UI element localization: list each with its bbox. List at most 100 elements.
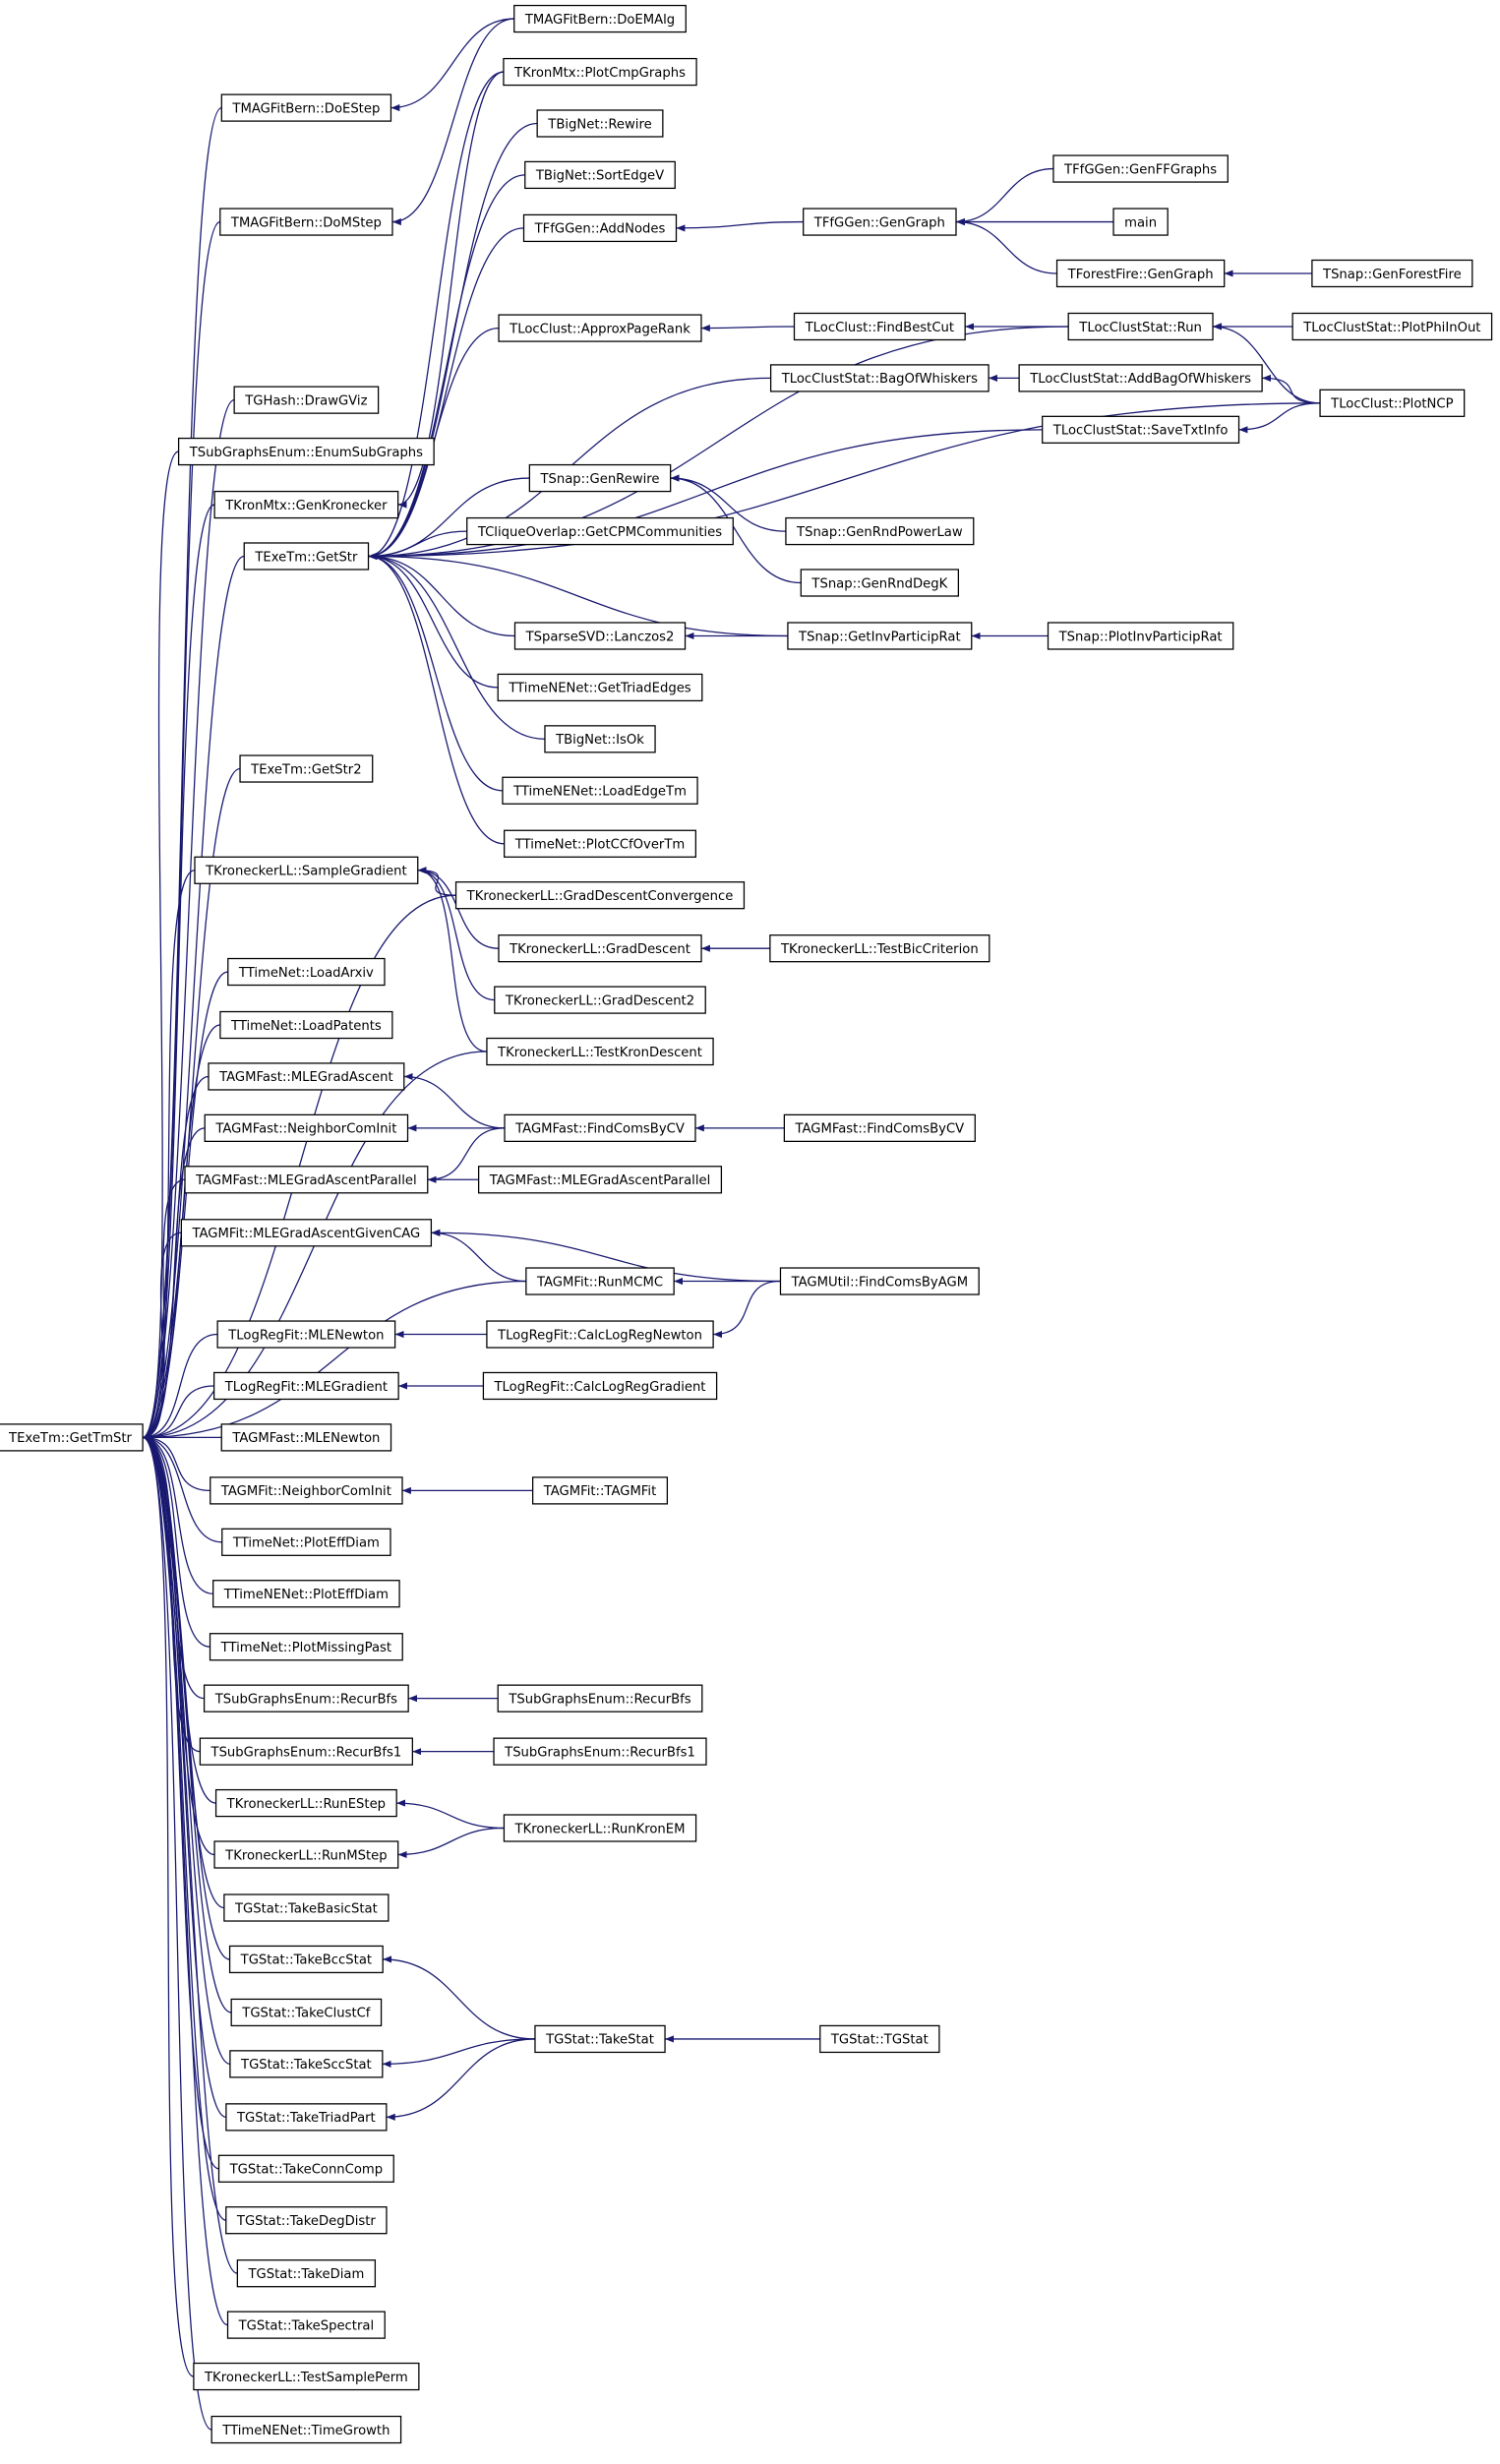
node-box xyxy=(769,934,990,963)
node: TSnap::GenRndPowerLaw xyxy=(785,516,975,546)
node: TSnap::GenRndDegK xyxy=(800,569,960,597)
node-label: TSubGraphsEnum::RecurBfs xyxy=(214,1692,397,1707)
node: TLocClustStat::AddBagOfWhiskers xyxy=(1018,364,1263,392)
node-box xyxy=(536,109,664,138)
edge xyxy=(142,1433,238,2274)
node-box xyxy=(494,986,706,1014)
node-label: TForestFire::GenGraph xyxy=(1067,268,1214,282)
node-box xyxy=(208,1062,405,1091)
edge xyxy=(417,867,495,1001)
edge xyxy=(143,1178,186,1441)
edge xyxy=(368,174,525,561)
node-label: TMAGFitBern::DoMStep xyxy=(230,215,382,230)
node-label: TAGMFit::RunMCMC xyxy=(536,1275,663,1290)
node-label: TExeTm::GetStr xyxy=(254,550,358,565)
node: TSnap::GenRewire xyxy=(528,463,672,493)
edge xyxy=(397,71,504,509)
node-box xyxy=(220,1423,392,1452)
node-box xyxy=(531,1476,669,1505)
node-box xyxy=(226,2311,386,2339)
node: TFfGGen::GenGraph xyxy=(803,208,957,236)
node: TLocClustStat::Run xyxy=(1067,312,1214,341)
node: TAGMFit::MLEGradAscentGivenCAG xyxy=(180,1219,433,1247)
node-box xyxy=(504,829,696,858)
node: TAGMFast::FindComsByCV xyxy=(783,1113,976,1143)
node-box xyxy=(486,1320,714,1349)
node: TGHash::DrawGViz xyxy=(233,386,380,414)
node: TKroneckerLL::GradDescent xyxy=(498,934,702,963)
edge xyxy=(142,1434,195,2377)
node: TLogRegFit::MLENewton xyxy=(216,1320,396,1349)
node-label: TSnap::GenRndPowerLaw xyxy=(796,525,963,540)
node-label: TAGMFit::NeighborComInit xyxy=(220,1484,391,1499)
edge xyxy=(368,552,505,845)
node-box xyxy=(230,1998,383,2027)
node-label: TAGMFast::FindComsByCV xyxy=(794,1122,964,1137)
edge xyxy=(143,1232,182,1441)
edge xyxy=(142,555,245,1441)
node: TMAGFitBern::DoEMAlg xyxy=(513,4,687,33)
node-label: TAGMFast::FindComsByCV xyxy=(514,1122,685,1137)
node-box xyxy=(1052,154,1229,183)
node-label: TAGMFast::NeighborComInit xyxy=(214,1122,396,1137)
node: TLocClust::ApproxPageRank xyxy=(498,314,702,342)
node-box xyxy=(503,57,697,87)
edge xyxy=(1238,402,1321,434)
node-box xyxy=(229,2050,384,2078)
node-label: TKroneckerLL::SampleGradient xyxy=(205,865,407,879)
node-label: TSparseSVD::Lanczos2 xyxy=(525,630,675,644)
node: TGStat::TakeStat xyxy=(534,2024,666,2054)
node-box xyxy=(236,2259,377,2288)
edge xyxy=(700,325,795,332)
node: TLocClust::FindBestCut xyxy=(793,312,966,341)
node-label: TTimeNet::PlotCCfOverTm xyxy=(514,838,685,853)
edge xyxy=(368,552,503,792)
node: TKroneckerLL::GradDescent2 xyxy=(494,986,706,1014)
node-box xyxy=(221,1528,391,1556)
node: TGStat::TakeConnComp xyxy=(217,2154,394,2183)
edge xyxy=(143,1433,210,1492)
node: TExeTm::GetStr2 xyxy=(239,754,374,783)
node-box xyxy=(219,208,393,236)
node: TMAGFitBern::DoEStep xyxy=(220,93,392,122)
node-box xyxy=(199,1737,413,1766)
node: TKroneckerLL::RunMStep xyxy=(213,1840,399,1869)
node-box xyxy=(525,1267,675,1295)
node-box xyxy=(493,1737,707,1766)
node-box xyxy=(223,1893,390,1922)
node: TGStat::TakeTriadPart xyxy=(225,2103,388,2132)
node-label: TAGMFast::MLENewton xyxy=(231,1431,380,1446)
node-label: TLogRegFit::CalcLogRegGradient xyxy=(494,1380,706,1395)
node-box xyxy=(503,1814,697,1842)
node: TTimeNet::PlotEffDiam xyxy=(221,1528,391,1556)
node-label: TAGMFast::MLEGradAscent xyxy=(218,1070,393,1085)
edge xyxy=(382,2038,535,2068)
node-label: TGStat::TGStat xyxy=(830,2033,929,2048)
node-label: TSubGraphsEnum::RecurBfs1 xyxy=(504,1745,695,1760)
node-label: TKroneckerLL::GradDescent2 xyxy=(505,993,694,1008)
edges xyxy=(142,18,1321,2431)
node-label: TGStat::TakeBasicStat xyxy=(234,1901,378,1916)
node-box xyxy=(504,1113,696,1143)
node-label: TKroneckerLL::RunKronEM xyxy=(514,1822,686,1836)
edge xyxy=(417,867,499,949)
node-label: TTimeNet::PlotMissingPast xyxy=(220,1641,391,1655)
node-box xyxy=(213,1840,399,1869)
node-box xyxy=(212,1580,400,1608)
edge xyxy=(397,1827,505,1859)
node-box xyxy=(800,569,960,597)
node: TLogRegFit::CalcLogRegGradient xyxy=(482,1371,718,1401)
node: TBigNet::Rewire xyxy=(536,109,664,138)
node: TForestFire::GenGraph xyxy=(1055,259,1226,288)
node-label: TLocClust::FindBestCut xyxy=(805,321,954,335)
node: TGStat::TakeSpectral xyxy=(226,2311,386,2339)
node-label: TGStat::TakeStat xyxy=(545,2033,654,2048)
node-box xyxy=(239,754,374,783)
node: TExeTm::GetStr xyxy=(243,542,370,571)
node: TLogRegFit::CalcLogRegNewton xyxy=(486,1320,714,1349)
node: TLocClust::PlotNCP xyxy=(1319,389,1466,417)
edge xyxy=(368,552,499,689)
node-label: TFfGGen::GenGraph xyxy=(813,215,945,230)
node-box xyxy=(219,1010,393,1040)
node-box xyxy=(466,516,734,546)
